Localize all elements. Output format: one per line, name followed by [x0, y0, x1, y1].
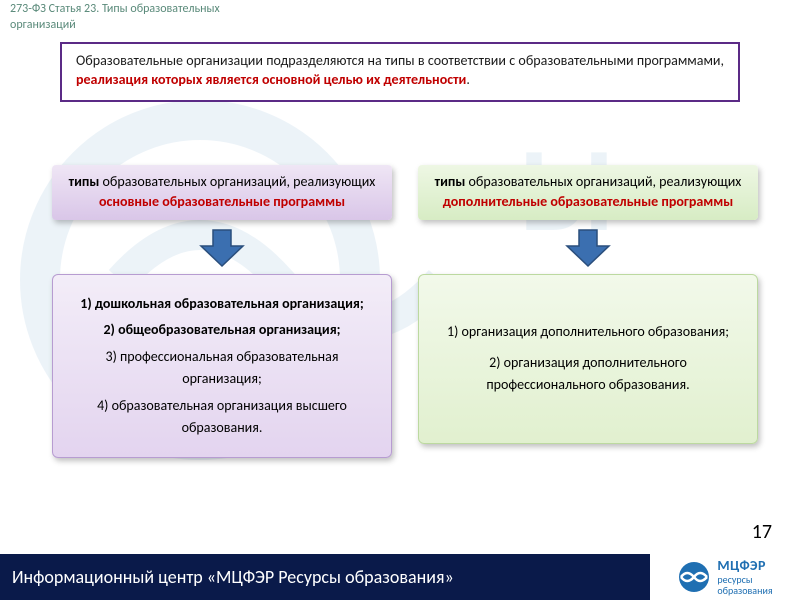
intro-emph: реализация которых является основной цел…	[76, 71, 466, 88]
left-type-tail: основные образовательные программы	[62, 193, 382, 211]
footer-bar: Информационный центр «МЦФЭР Ресурсы обра…	[0, 554, 650, 600]
footer-logo-text: МЦФЭР ресурсы образования	[717, 558, 772, 595]
intro-tail: .	[466, 71, 470, 88]
left-type-rest: образовательных организаций, реализующих	[99, 173, 375, 190]
header-ghost-line1: 273-ФЗ Статья 23. Типы образовательных	[10, 2, 790, 18]
intro-plain: Образовательные организации подразделяют…	[76, 52, 724, 69]
footer-logo: МЦФЭР ресурсы образования	[650, 554, 800, 600]
list-item: 2) организация дополнительного профессио…	[435, 352, 741, 397]
right-column: типы образовательных организаций, реализ…	[418, 165, 758, 444]
footer: Информационный центр «МЦФЭР Ресурсы обра…	[0, 554, 800, 600]
list-item: 2) общеобразовательная организация;	[69, 319, 375, 341]
intro-box: Образовательные организации подразделяют…	[60, 42, 740, 102]
page-number: 17	[752, 520, 772, 544]
list-item: 1) дошкольная образовательная организаци…	[69, 293, 375, 315]
header-ghost: 273-ФЗ Статья 23. Типы образовательных о…	[10, 2, 790, 33]
list-item: 1) организация дополнительного образован…	[435, 321, 741, 343]
list-item: 4) образовательная организация высшего о…	[69, 395, 375, 440]
right-arrow	[418, 228, 758, 268]
right-type-box: типы образовательных организаций, реализ…	[418, 165, 758, 220]
left-list-box: 1) дошкольная образовательная организаци…	[52, 274, 392, 458]
list-item: 3) профессиональная образовательная орга…	[69, 346, 375, 391]
left-type-box: типы образовательных организаций, реализ…	[52, 165, 392, 220]
footer-sub2: образования	[717, 585, 772, 596]
right-type-rest: образовательных организаций, реализующих	[465, 173, 741, 190]
left-column: типы образовательных организаций, реализ…	[52, 165, 392, 458]
right-type-tail: дополнительные образовательные программы	[428, 193, 748, 211]
left-arrow	[52, 228, 392, 268]
right-type-lead: типы	[435, 173, 466, 190]
arrow-down-icon	[199, 228, 245, 268]
arrow-down-icon	[565, 228, 611, 268]
right-list-box: 1) организация дополнительного образован…	[418, 274, 758, 444]
footer-text: Информационный центр «МЦФЭР Ресурсы обра…	[12, 566, 454, 588]
left-type-lead: типы	[69, 173, 100, 190]
globe-icon	[677, 560, 711, 594]
header-ghost-line2: организаций	[10, 18, 790, 34]
footer-brand: МЦФЭР	[717, 558, 772, 573]
